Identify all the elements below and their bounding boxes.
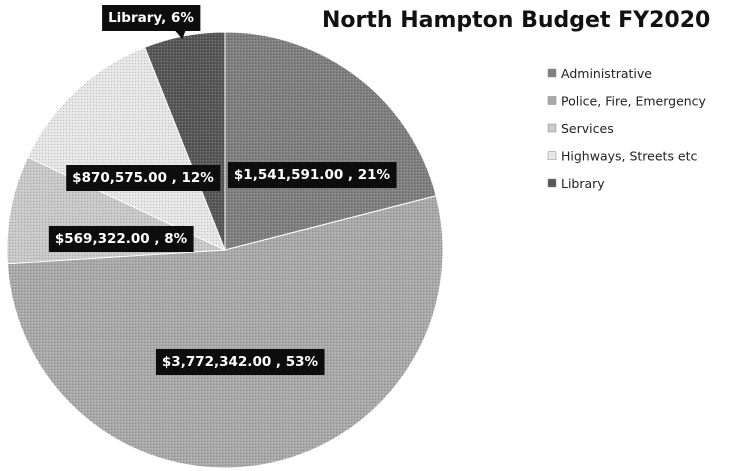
chart-legend: Administrative Police, Fire, Emergency Ser… — [547, 66, 707, 191]
legend-swatch-services — [547, 123, 557, 133]
legend-label-administrative: Administrative — [561, 66, 652, 81]
legend-swatch-administrative — [547, 68, 557, 78]
data-label-box-highways-streets-etc — [66, 165, 221, 191]
legend-label-highways-streets-etc: Highways, Streets etc — [561, 149, 698, 164]
data-label-text-library: Library, 6% — [108, 10, 194, 26]
legend-swatch-highways-streets-etc — [547, 151, 557, 160]
pie-slice-texture-highways-streets-etc — [27, 47, 225, 250]
legend-label-police-fire-emergency: Police, Fire, Emergency — [561, 94, 707, 109]
legend-item-administrative: Administrative — [547, 66, 652, 81]
data-labels: $1,541,591.00 , 21% $870,575.00 , 12% $3,7… — [48, 5, 397, 375]
legend-item-highways-streets-etc: Highways, Streets etc — [547, 149, 698, 164]
data-label-library: Library, 6% — [102, 5, 201, 39]
pie-slice-texture-administrative — [225, 32, 437, 250]
data-label-text-administrative: $1,541,591.00 , 21% — [234, 167, 391, 183]
data-label-text-police-fire-emergency: $3,772,342.00 , 53% — [162, 354, 319, 370]
data-label-box-administrative — [227, 162, 397, 188]
data-label-police-fire-emergency: $3,772,342.00 , 53% — [155, 349, 325, 375]
legend-label-services: Services — [561, 121, 614, 136]
data-label-box-services — [48, 226, 194, 252]
data-label-pointer-library — [175, 31, 186, 39]
legend-item-services: Services — [547, 121, 614, 136]
data-label-text-highways-streets-etc: $870,575.00 , 12% — [72, 170, 214, 186]
legend-swatch-library — [547, 178, 557, 188]
legend-item-library: Library — [547, 176, 605, 191]
legend-item-police-fire-emergency: Police, Fire, Emergency — [547, 94, 707, 109]
pie-slice-texture-police-fire-emergency — [7, 195, 444, 469]
data-label-box-library — [102, 5, 201, 31]
pie-slice-texture-library — [144, 32, 225, 250]
data-label-highways-streets-etc: $870,575.00 , 12% — [66, 165, 221, 191]
legend-swatch-police-fire-emergency — [547, 96, 557, 105]
data-label-text-services: $569,322.00 , 8% — [55, 231, 188, 247]
legend-label-library: Library — [561, 176, 605, 191]
data-label-box-police-fire-emergency — [155, 349, 325, 375]
chart-title: North Hampton Budget FY2020 — [322, 8, 710, 33]
data-label-administrative: $1,541,591.00 , 21% — [227, 162, 397, 188]
data-label-services: $569,322.00 , 8% — [48, 226, 194, 252]
